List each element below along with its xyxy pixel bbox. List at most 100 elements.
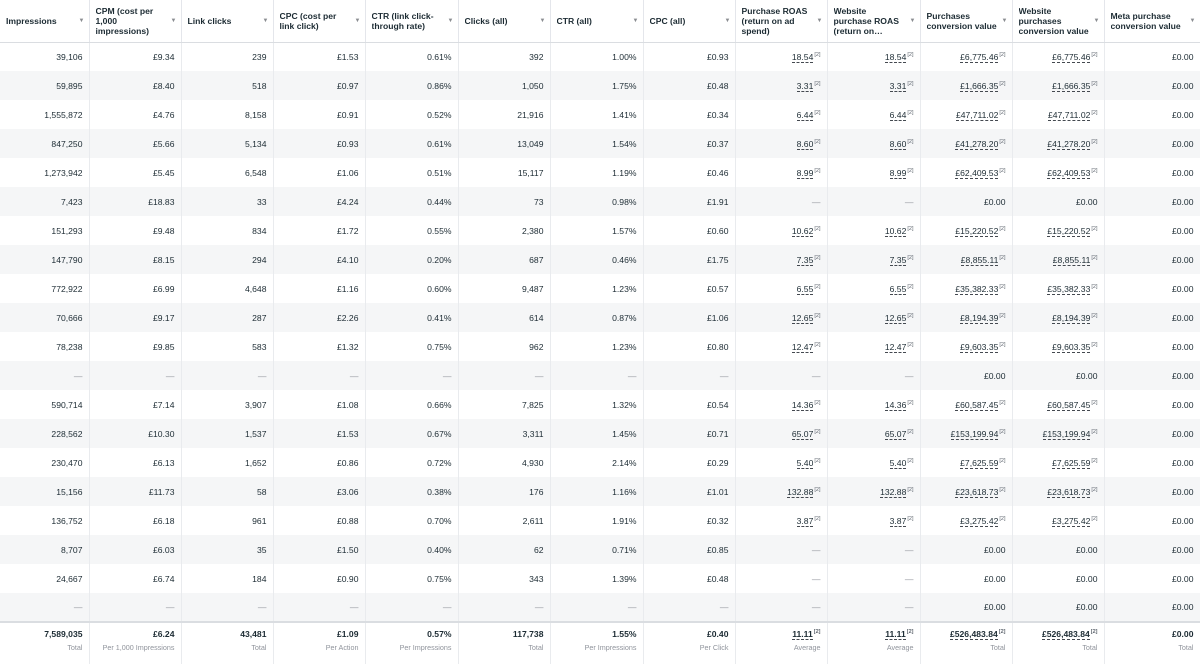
column-header[interactable]: Website purchase ROAS (return on… ▼: [827, 0, 921, 43]
table-cell: 614: [458, 303, 551, 332]
sort-arrow-icon[interactable]: ▼: [447, 17, 454, 24]
table-row[interactable]: 228,562 £10.30 1,537 £1.53 0.67% 3,311 1.45% £0…: [0, 419, 1200, 448]
table-cell: 7,423: [0, 187, 90, 216]
footnote-marker: [2]: [999, 457, 1006, 464]
total-value: £6.24: [152, 629, 175, 639]
table-cell: 518: [181, 71, 274, 100]
table-row[interactable]: 15,156 £11.73 58 £3.06 0.38% 176 1.16% £1.01 132…: [0, 477, 1200, 506]
cell-value: £15,220.52: [955, 225, 999, 237]
column-header[interactable]: CTR (link click-through rate) ▼: [365, 0, 459, 43]
table-cell: £0.00: [1104, 390, 1200, 419]
table-footer: 7,589,035 Total £6.24 Per 1,000 Impressions…: [0, 621, 1200, 664]
table-cell: £0.00: [1104, 506, 1200, 535]
total-value: 1.55%: [612, 629, 637, 639]
cell-value: 132.88: [880, 486, 907, 498]
table-row[interactable]: 1,555,872 £4.76 8,158 £0.91 0.52% 21,916 1.41%…: [0, 100, 1200, 129]
table-row[interactable]: 847,250 £5.66 5,134 £0.93 0.61% 13,049 1.54% £0…: [0, 129, 1200, 158]
column-header-label: Purchases conversion value: [926, 10, 997, 31]
table-cell: £0.85: [643, 535, 736, 564]
table-cell: 14.36[2]: [735, 390, 828, 419]
sort-arrow-icon[interactable]: ▼: [909, 17, 916, 24]
column-header[interactable]: Purchase ROAS (return on ad spend) ▼: [735, 0, 828, 43]
table-cell: 962: [458, 332, 551, 361]
table-row[interactable]: 7,423 £18.83 33 £4.24 0.44% 73 0.98% £1.91— — £0.…: [0, 187, 1200, 216]
table-row[interactable]: 151,293 £9.48 834 £1.72 0.55% 2,380 1.57% £0.60…: [0, 216, 1200, 245]
sort-arrow-icon[interactable]: ▼: [539, 17, 546, 24]
footnote-marker: [2]: [907, 399, 914, 406]
table-row[interactable]: 24,667 £6.74 184 £0.90 0.75% 343 1.39% £0.48— — £…: [0, 564, 1200, 593]
table-cell: 961: [181, 506, 274, 535]
footnote-marker: [2]: [999, 428, 1006, 435]
column-header-label: Website purchase ROAS (return on…: [833, 5, 899, 36]
table-row[interactable]: 136,752 £6.18 961 £0.88 0.70% 2,611 1.91% £0.32…: [0, 506, 1200, 535]
column-header-content: Clicks (all) ▼: [465, 0, 546, 42]
footnote-marker: [2]: [907, 254, 914, 261]
sort-arrow-icon[interactable]: ▼: [354, 17, 361, 24]
table-cell: 0.67%: [365, 419, 459, 448]
total-label: Total: [528, 643, 544, 652]
table-row[interactable]: 78,238 £9.85 583 £1.32 0.75% 962 1.23% £0.80 12.…: [0, 332, 1200, 361]
table-row[interactable]: — — — — — — — — — — £0.00 £0.00 £0.00: [0, 593, 1200, 622]
column-header[interactable]: Impressions ▼: [0, 0, 90, 43]
table-row[interactable]: 147,790 £8.15 294 £4.10 0.20% 687 0.46% £1.75 7.…: [0, 245, 1200, 274]
table-cell: 78,238: [0, 332, 90, 361]
footnote-marker: [2]: [814, 312, 821, 319]
column-header[interactable]: Purchases conversion value ▼: [920, 0, 1013, 43]
table-row[interactable]: 39,106 £9.34 239 £1.53 0.61% 392 1.00% £0.93 18.…: [0, 42, 1200, 71]
column-header[interactable]: CPC (cost per link click) ▼: [273, 0, 366, 43]
cell-value: 10.62: [884, 225, 907, 237]
column-header[interactable]: Link clicks ▼: [181, 0, 274, 43]
table-cell: 0.61%: [365, 42, 459, 71]
cell-value: £8,194.39: [960, 312, 999, 324]
sort-arrow-icon[interactable]: ▼: [1093, 17, 1100, 24]
table-cell: £4.76: [89, 100, 182, 129]
table-cell: 12.65[2]: [735, 303, 828, 332]
sort-arrow-icon[interactable]: ▼: [724, 17, 731, 24]
table-cell: £0.91: [273, 100, 366, 129]
sort-arrow-icon[interactable]: ▼: [262, 17, 269, 24]
table-row[interactable]: 59,895 £8.40 518 £0.97 0.86% 1,050 1.75% £0.48 3…: [0, 71, 1200, 100]
footnote-marker: [2]: [1091, 457, 1098, 464]
sort-arrow-icon[interactable]: ▼: [170, 17, 177, 24]
table-row[interactable]: 772,922 £6.99 4,648 £1.16 0.60% 9,487 1.23% £0.…: [0, 274, 1200, 303]
sort-arrow-icon[interactable]: ▼: [1001, 17, 1008, 24]
table-cell: 0.75%: [365, 564, 459, 593]
sort-arrow-icon[interactable]: ▼: [632, 17, 639, 24]
sort-arrow-icon[interactable]: ▼: [816, 17, 823, 24]
cell-value: 14.36: [791, 399, 814, 411]
table-cell: 35: [181, 535, 274, 564]
total-label: Per Impressions: [399, 643, 452, 652]
column-header[interactable]: CPM (cost per 1,000 impressions) ▼: [89, 0, 182, 43]
table-cell: £0.97: [273, 71, 366, 100]
table-row[interactable]: 1,273,942 £5.45 6,548 £1.06 0.51% 15,117 1.19%…: [0, 158, 1200, 187]
column-header[interactable]: CTR (all) ▼: [550, 0, 644, 43]
table-cell: 7,825: [458, 390, 551, 419]
column-header[interactable]: Meta purchase conversion value ▼: [1104, 0, 1200, 43]
table-cell: £0.88: [273, 506, 366, 535]
column-header[interactable]: CPC (all) ▼: [643, 0, 736, 43]
cell-value: £7,625.59: [1052, 457, 1091, 469]
table-row[interactable]: — — — — — — — — — — £0.00 £0.00 £0.00: [0, 361, 1200, 390]
cell-value: £41,278.20: [1047, 138, 1091, 150]
sort-arrow-icon[interactable]: ▼: [1189, 17, 1196, 24]
table-cell: £0.00: [1104, 129, 1200, 158]
column-header[interactable]: Clicks (all) ▼: [458, 0, 551, 43]
table-row[interactable]: 70,666 £9.17 287 £2.26 0.41% 614 0.87% £1.06 12.…: [0, 303, 1200, 332]
table-cell: £153,199.94[2]: [1012, 419, 1105, 448]
column-header[interactable]: Website purchases conversion value ▼: [1012, 0, 1105, 43]
table-row[interactable]: 590,714 £7.14 3,907 £1.08 0.66% 7,825 1.32% £0.…: [0, 390, 1200, 419]
footnote-marker: [2]: [906, 629, 914, 635]
table-cell: 687: [458, 245, 551, 274]
table-row[interactable]: 8,707 £6.03 35 £1.50 0.40% 62 0.71% £0.85— — £0.0…: [0, 535, 1200, 564]
table-cell: 1.54%: [550, 129, 644, 158]
table-cell: £15,220.52[2]: [1012, 216, 1105, 245]
sort-arrow-icon[interactable]: ▼: [78, 17, 85, 24]
cell-value: 14.36: [884, 399, 907, 411]
table-cell: 3.31[2]: [827, 71, 921, 100]
footnote-marker: [2]: [907, 457, 914, 464]
table-cell: £9.34: [89, 42, 182, 71]
table-cell: £0.00: [1104, 42, 1200, 71]
table-cell: £0.00: [1104, 71, 1200, 100]
total-cell: 11.11[2] Average: [735, 621, 828, 664]
table-row[interactable]: 230,470 £6.13 1,652 £0.86 0.72% 4,930 2.14% £0.…: [0, 448, 1200, 477]
